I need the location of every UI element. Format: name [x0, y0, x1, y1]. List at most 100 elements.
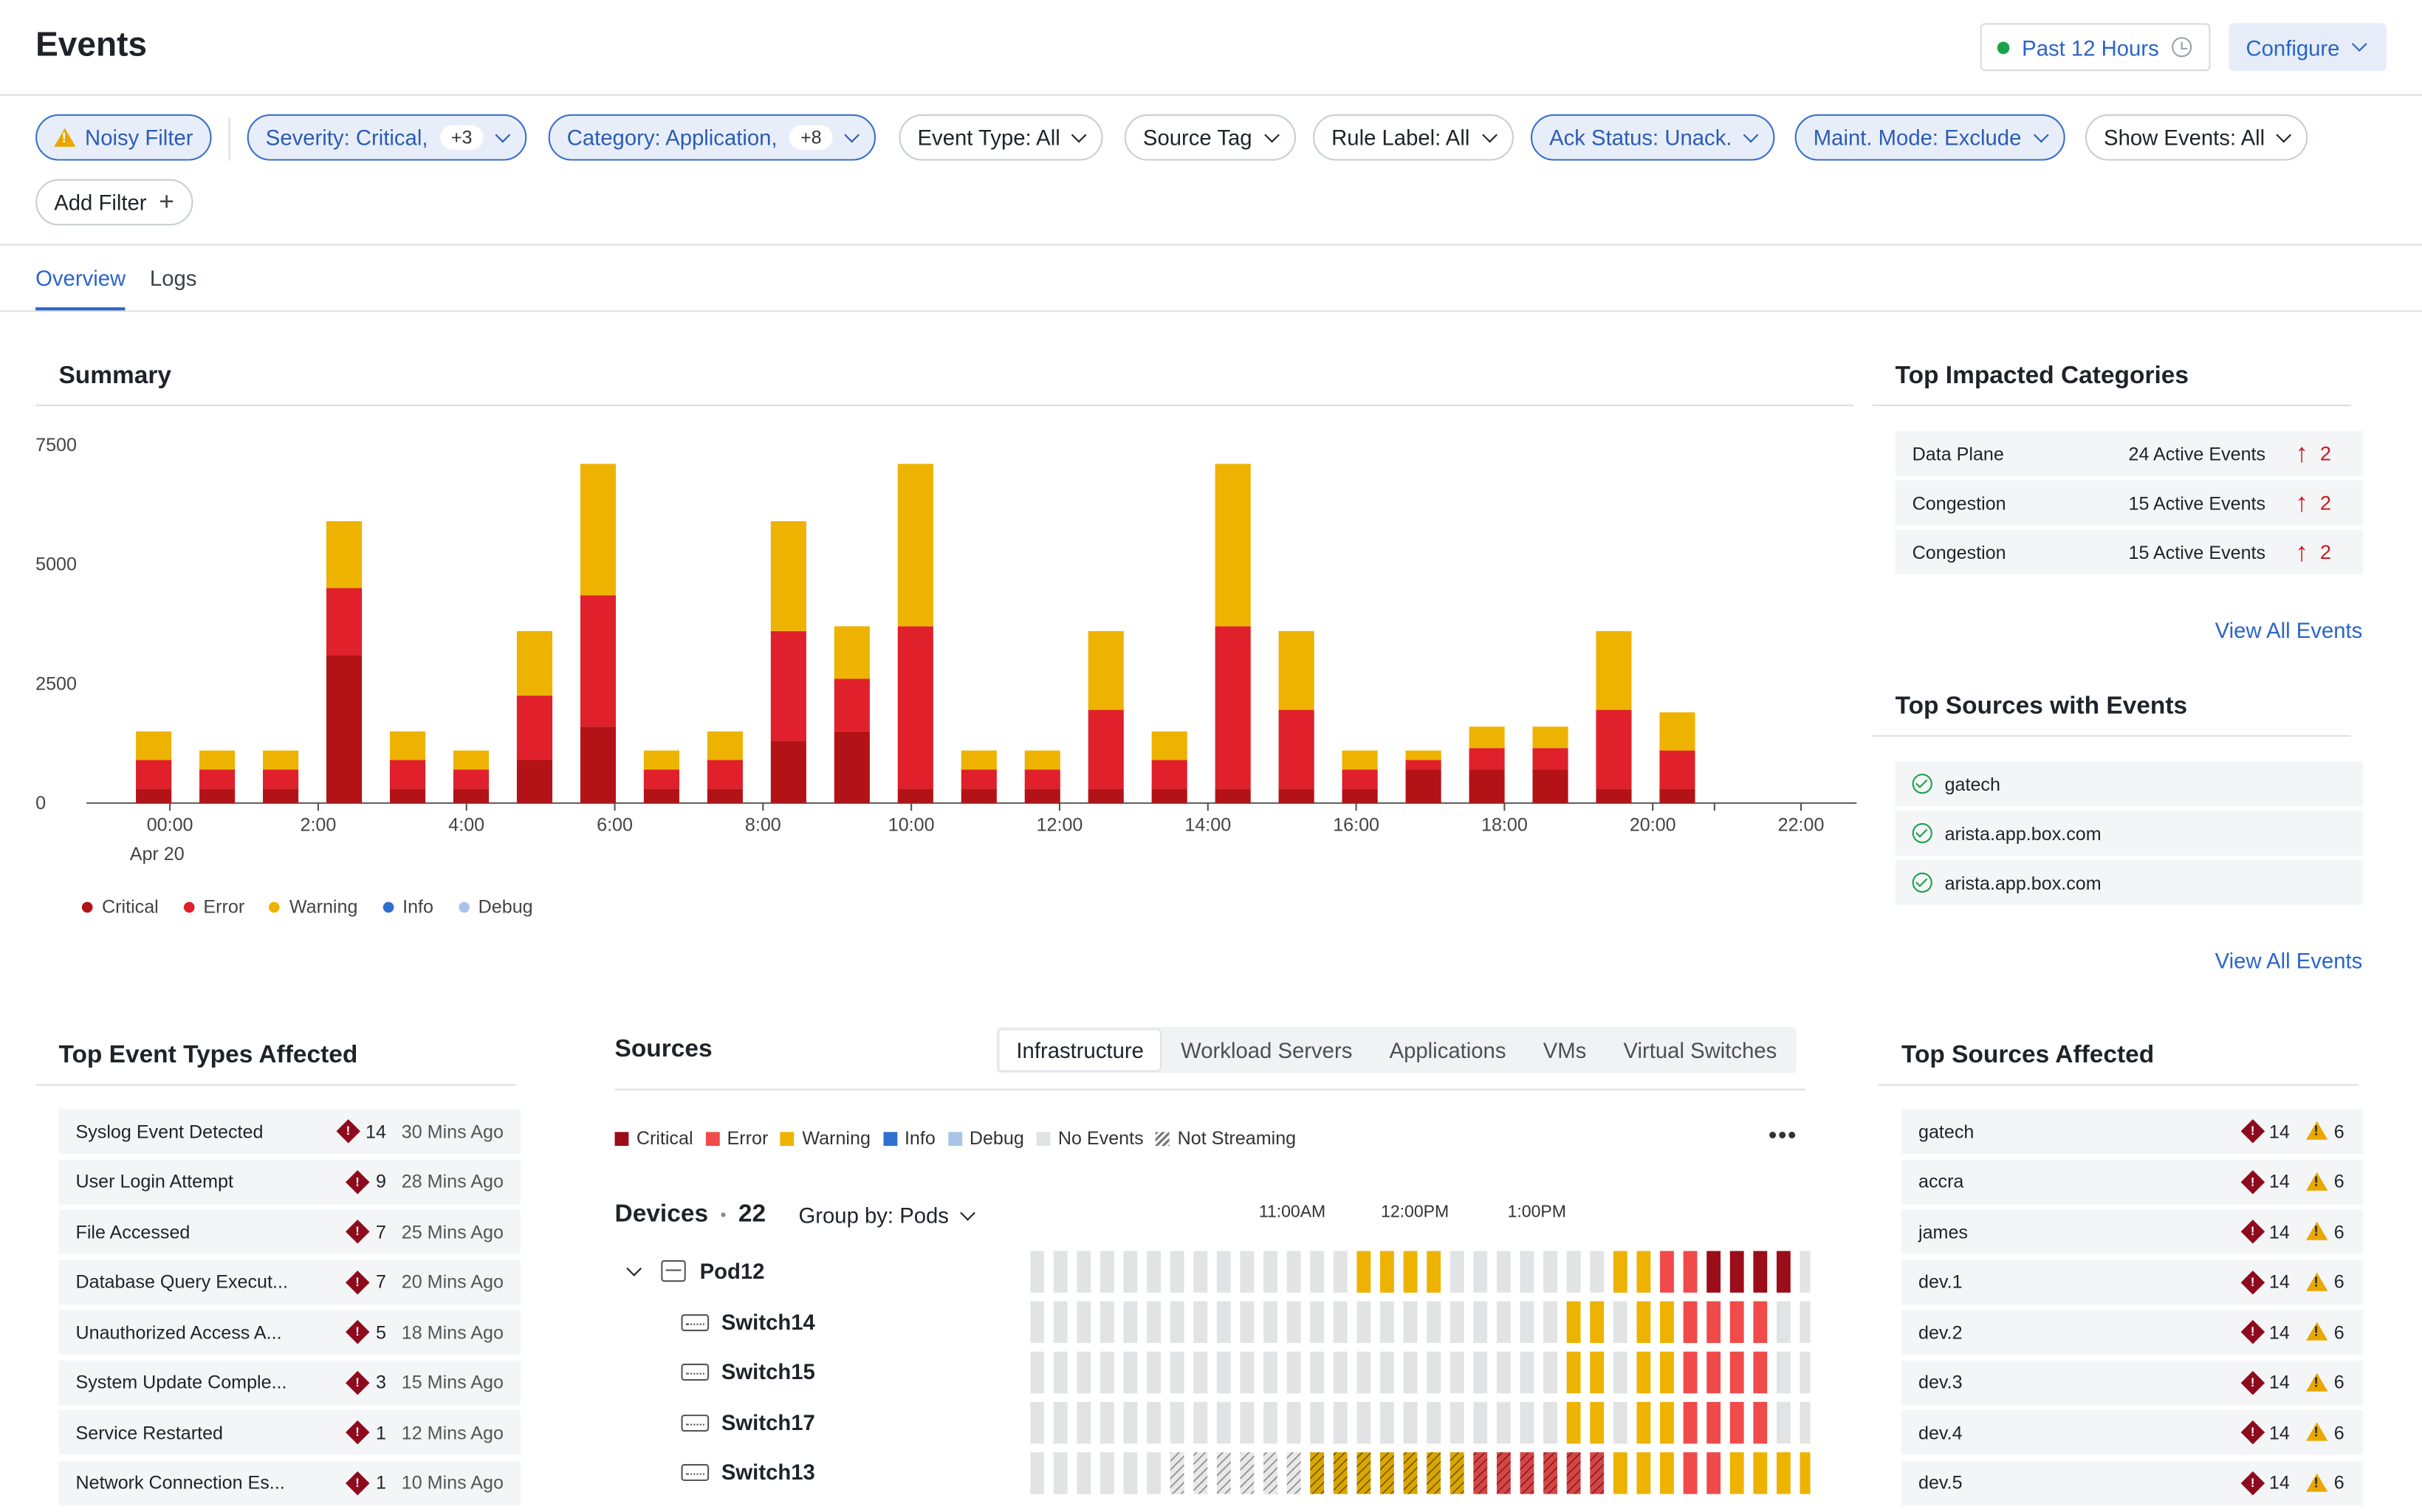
source-row[interactable]: arista.app.box.com [1895, 811, 2364, 856]
category-filter-chip[interactable]: Category: Application, +8 [548, 114, 876, 161]
category-row[interactable]: Data Plane 24 Active Events ↑ 2 [1895, 430, 2364, 476]
affected-source-name: dev.2 [1918, 1321, 1963, 1343]
sources-tab-virtual-switches[interactable]: Virtual Switches [1623, 1037, 1777, 1063]
heat-cell [1380, 1452, 1394, 1494]
bar-error [1151, 760, 1187, 789]
switch-row[interactable]: Switch14 [681, 1310, 815, 1334]
heat-cell [1729, 1351, 1744, 1394]
check-circle-icon [1912, 872, 1932, 893]
affected-source-row[interactable]: gatech!14 6 [1901, 1108, 2364, 1154]
critical-icon: ! [2240, 1169, 2265, 1194]
affected-source-row[interactable]: dev.3!14 6 [1901, 1359, 2364, 1405]
heat-cell [1147, 1251, 1161, 1293]
sources-legend-item: No Events [1036, 1127, 1144, 1149]
heat-cell [1566, 1452, 1581, 1494]
heat-cell [1427, 1251, 1441, 1293]
event-type-row[interactable]: User Login Attempt! 9 28 Mins Ago [58, 1158, 521, 1204]
warning-count: 6 [2333, 1471, 2344, 1494]
tab-logs[interactable]: Logs [149, 265, 197, 291]
heat-cell [1053, 1251, 1068, 1293]
rule-label-filter-chip[interactable]: Rule Label: All [1313, 114, 1513, 161]
filters-divider [0, 244, 2422, 246]
heat-cell [1053, 1351, 1068, 1394]
category-row[interactable]: Congestion 15 Active Events ↑ 2 [1895, 480, 2364, 526]
group-by-dropdown[interactable]: Group by: Pods [798, 1203, 976, 1228]
bar-warning [1088, 630, 1124, 710]
heat-cell [1636, 1301, 1651, 1344]
legend-item[interactable]: Warning [269, 896, 357, 918]
legend-item[interactable]: Error [183, 896, 244, 918]
affected-source-row[interactable]: dev.5!14 6 [1901, 1460, 2364, 1505]
switch-row[interactable]: Switch15 [681, 1359, 815, 1384]
heat-cell [1380, 1301, 1394, 1344]
legend-item[interactable]: Info [382, 896, 433, 918]
heat-cell [1473, 1401, 1488, 1444]
time-range-button[interactable]: Past 12 Hours [1980, 23, 2211, 72]
heat-cell [1636, 1251, 1651, 1293]
more-options-icon[interactable]: ••• [1769, 1122, 1798, 1150]
legend-item[interactable]: Critical [81, 896, 159, 918]
heat-cell [1660, 1452, 1674, 1494]
heat-cell [1240, 1401, 1255, 1444]
sources-tab-applications[interactable]: Applications [1389, 1037, 1506, 1063]
severity-filter-chip[interactable]: Severity: Critical, +3 [247, 114, 526, 161]
pod-row[interactable]: Pod12 [625, 1259, 764, 1283]
warning-count: 6 [2333, 1321, 2344, 1343]
heat-cell [1776, 1351, 1791, 1394]
heat-cell [1776, 1251, 1791, 1293]
heat-cell [1380, 1351, 1394, 1394]
sources-tab-workload-servers[interactable]: Workload Servers [1181, 1037, 1353, 1063]
critical-count: 14 [2268, 1421, 2290, 1443]
affected-source-row[interactable]: dev.1!14 6 [1901, 1259, 2364, 1305]
affected-source-row[interactable]: james!14 6 [1901, 1209, 2364, 1254]
top-sources-affected-title: Top Sources Affected [1901, 1042, 2155, 1069]
category-active-events: 24 Active Events [2128, 442, 2266, 464]
event-type-row[interactable]: File Accessed! 7 25 Mins Ago [58, 1209, 521, 1254]
event-count: 5 [375, 1321, 386, 1343]
heat-cell [1216, 1351, 1231, 1394]
event-type-row[interactable]: Unauthorized Access A...! 5 18 Mins Ago [58, 1309, 521, 1355]
tab-overview[interactable]: Overview [35, 265, 126, 291]
event-type-row[interactable]: Service Restarted! 1 12 Mins Ago [58, 1409, 521, 1455]
configure-button[interactable]: Configure [2229, 23, 2387, 72]
switch-row[interactable]: Switch17 [681, 1410, 815, 1434]
switch-row[interactable]: Switch13 [681, 1460, 815, 1484]
maint-mode-filter-chip[interactable]: Maint. Mode: Exclude [1794, 114, 2065, 161]
event-type-row[interactable]: Syslog Event Detected! 14 30 Mins Ago [58, 1108, 521, 1154]
devices-label: Devices [614, 1201, 709, 1228]
event-type-row[interactable]: Database Query Execut...! 7 20 Mins Ago [58, 1259, 521, 1305]
event-type-row[interactable]: Network Connection Es...! 1 10 Mins Ago [58, 1460, 521, 1505]
view-all-events-link[interactable]: View All Events [2215, 948, 2363, 973]
legend-item[interactable]: Debug [458, 896, 533, 918]
ack-status-filter-chip[interactable]: Ack Status: Unack. [1530, 114, 1776, 161]
category-row[interactable]: Congestion 15 Active Events ↑ 2 [1895, 529, 2364, 575]
affected-source-row[interactable]: dev.2!14 6 [1901, 1309, 2364, 1355]
switch-icon [681, 1463, 710, 1480]
time-label-1pm: 1:00PM [1507, 1203, 1566, 1222]
event-type-row[interactable]: System Update Comple...! 3 15 Mins Ago [58, 1359, 521, 1405]
heat-cell [1520, 1452, 1534, 1494]
heat-cell [1170, 1452, 1184, 1494]
heat-cell [1753, 1351, 1768, 1394]
bar-critical [199, 788, 236, 803]
show-events-filter-chip[interactable]: Show Events: All [2085, 114, 2308, 161]
affected-source-row[interactable]: accra!14 6 [1901, 1158, 2364, 1204]
heat-cell [1263, 1251, 1277, 1293]
configure-label: Configure [2246, 35, 2340, 60]
x-tick-label: 00:00 [147, 814, 193, 835]
noisy-filter-chip[interactable]: Noisy Filter [35, 114, 212, 161]
add-filter-button[interactable]: Add Filter + [35, 179, 193, 226]
sources-tab-vms[interactable]: VMs [1543, 1037, 1587, 1063]
event-type-filter-chip[interactable]: Event Type: All [899, 114, 1104, 161]
live-status-dot [1997, 41, 2010, 54]
source-row[interactable]: arista.app.box.com [1895, 860, 2364, 905]
critical-icon: ! [345, 1470, 370, 1495]
view-all-events-link[interactable]: View All Events [2215, 617, 2363, 643]
sources-tab-infrastructure[interactable]: Infrastructure [999, 1030, 1161, 1071]
heat-cell [1473, 1452, 1488, 1494]
sources-legend-item: Not Streaming [1156, 1127, 1296, 1149]
source-row[interactable]: gatech [1895, 761, 2364, 806]
heat-cell [1240, 1301, 1255, 1344]
affected-source-row[interactable]: dev.4!14 6 [1901, 1409, 2364, 1455]
source-tag-filter-chip[interactable]: Source Tag [1124, 114, 1296, 161]
